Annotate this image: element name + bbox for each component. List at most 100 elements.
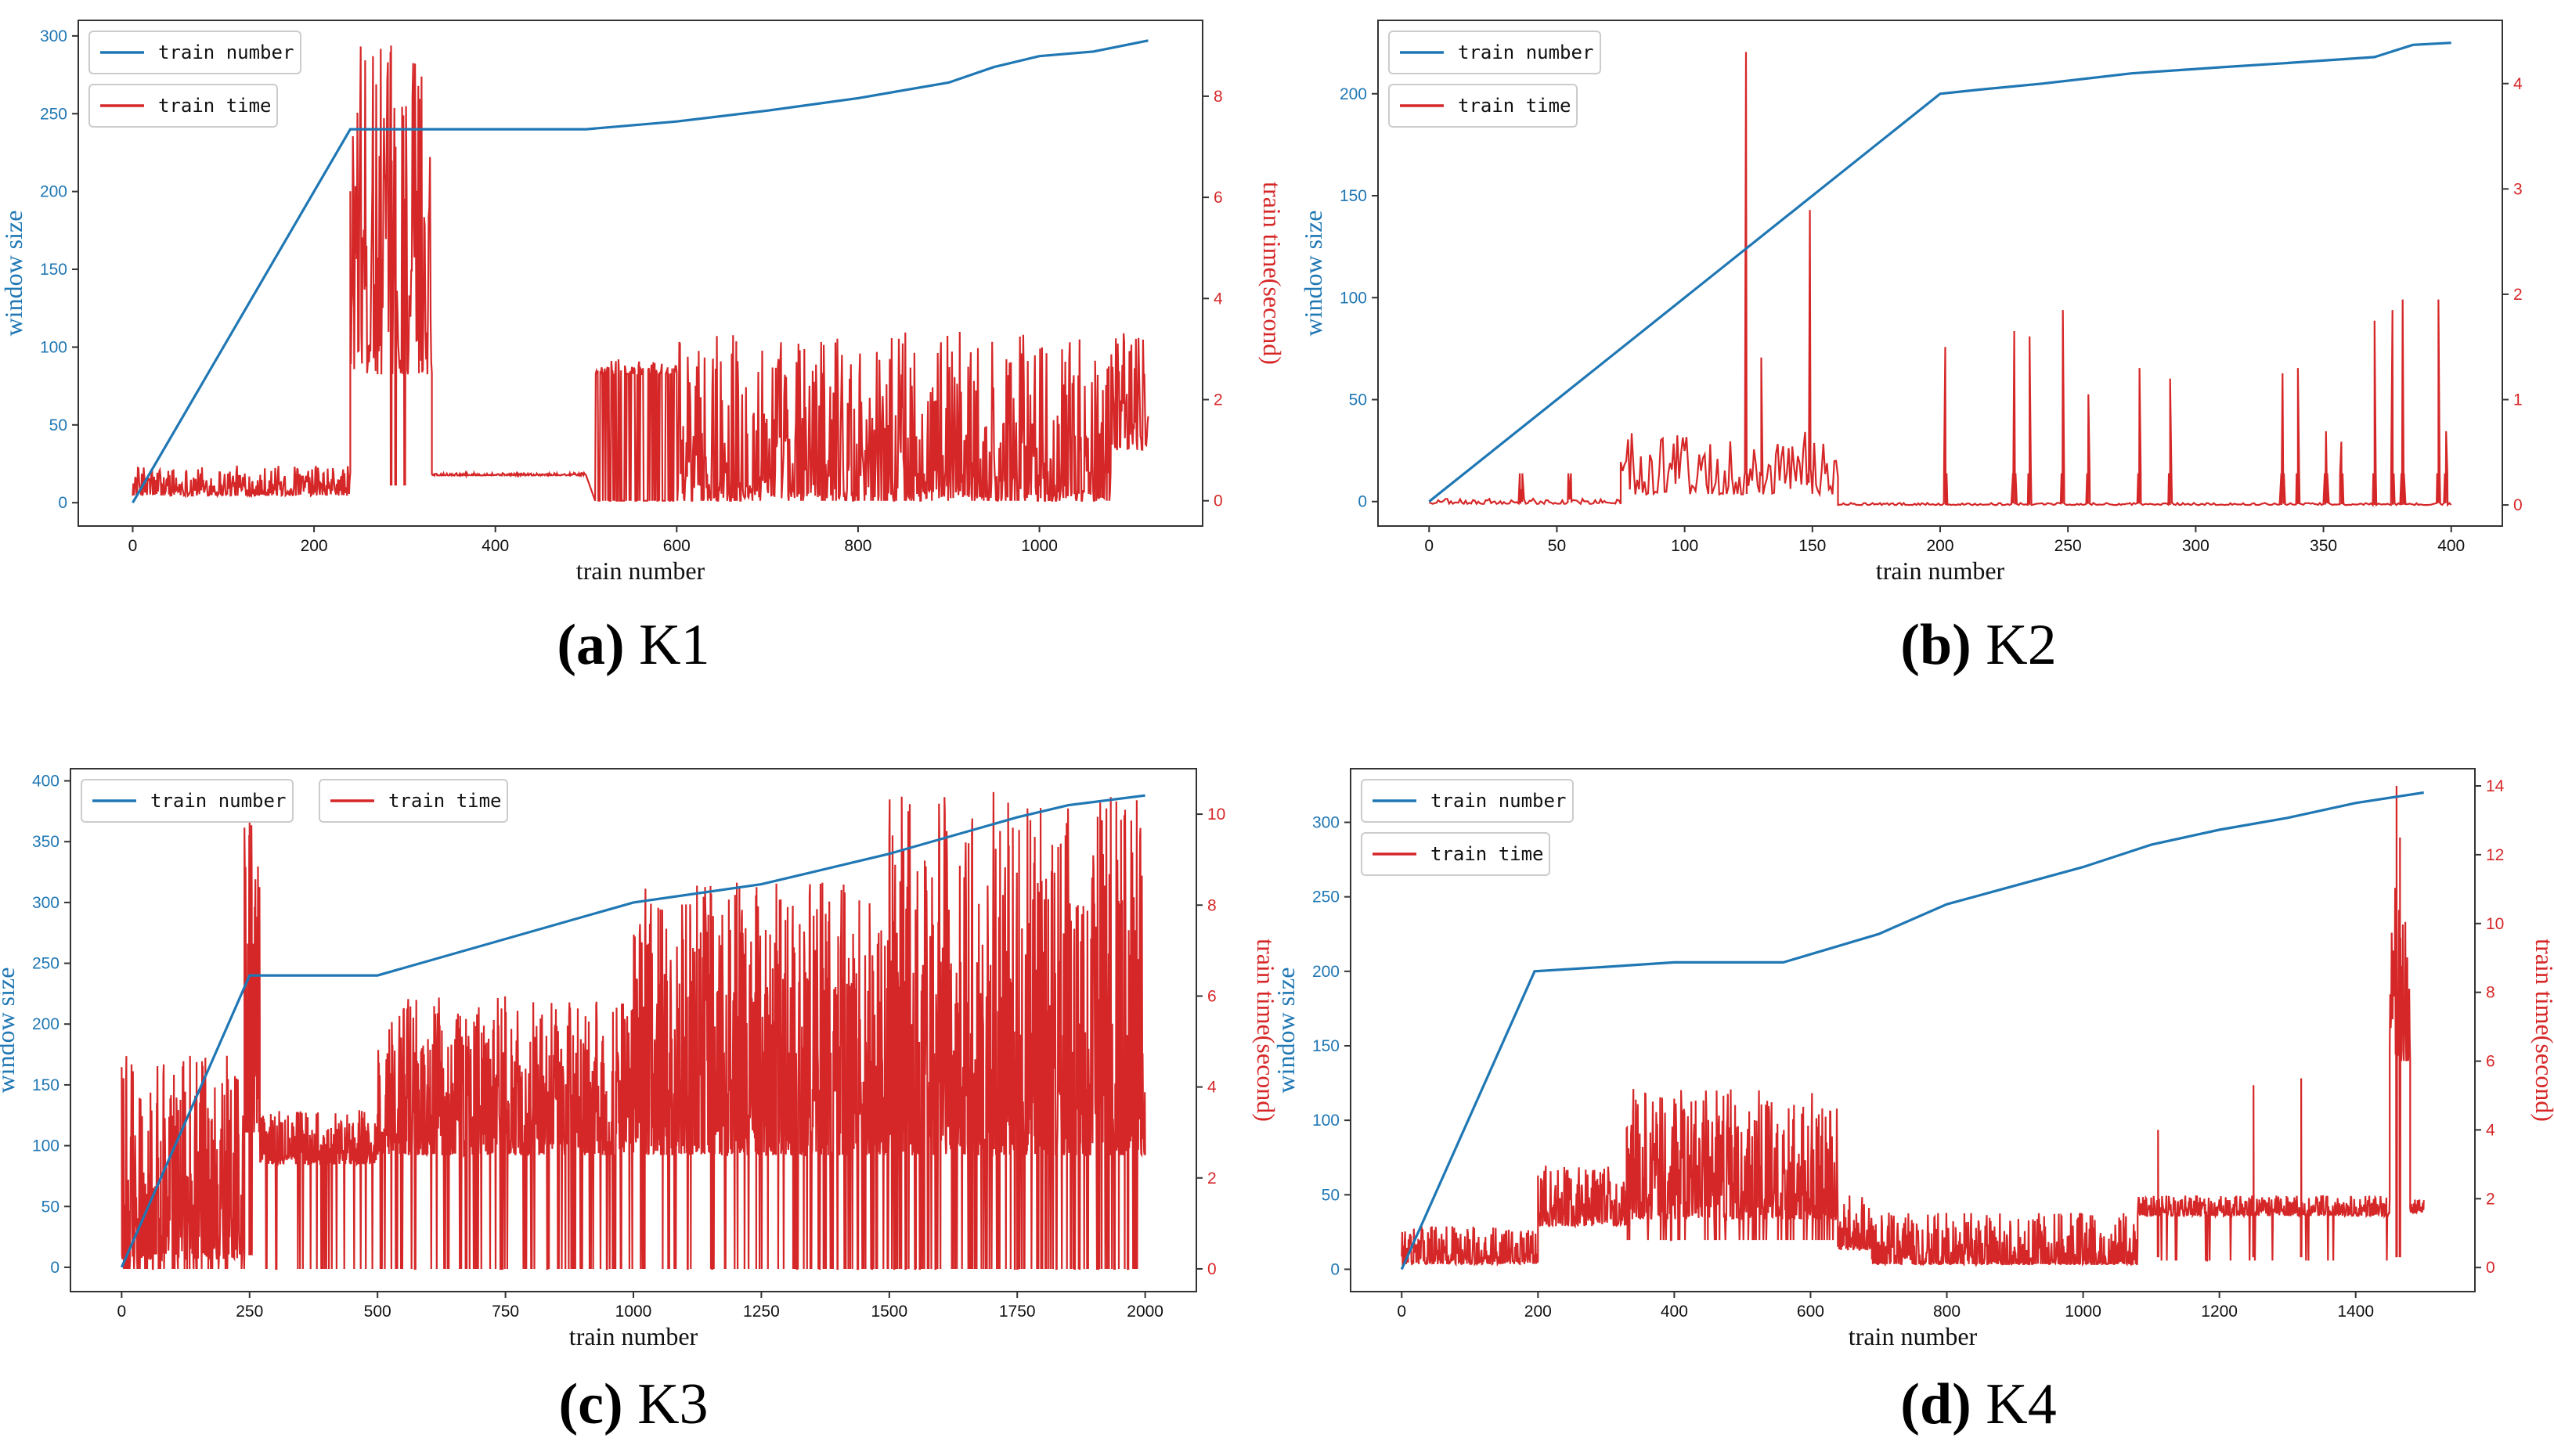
y-right-tick-label: 4 xyxy=(1214,290,1223,308)
x-tick-label: 1500 xyxy=(871,1303,907,1321)
y-left-tick-label: 150 xyxy=(40,261,67,279)
y-right-tick-label: 8 xyxy=(1214,88,1223,106)
caption-a: (a) K1 xyxy=(281,612,986,679)
y-right-tick-label: 2 xyxy=(1207,1169,1217,1188)
y-left-tick-label: 100 xyxy=(32,1137,60,1155)
y-left-tick-label: 200 xyxy=(40,183,67,201)
y-right-axis-label: train time(second) xyxy=(1252,939,1280,1122)
x-tick-label: 300 xyxy=(2182,537,2209,555)
x-tick-label: 750 xyxy=(492,1303,519,1321)
axes-frame xyxy=(78,20,1203,527)
x-tick-label: 0 xyxy=(1397,1303,1406,1321)
legend-train-time-label: train time xyxy=(158,95,272,117)
legend-train-number-box xyxy=(1361,779,1574,823)
chart-K3: 0 250 500 750 1000 1250 1500 1750 20000501001502… xyxy=(0,768,1280,1350)
x-tick-label: 0 xyxy=(117,1303,127,1321)
legend-train-time-label: train time xyxy=(388,790,502,812)
x-tick-label: 400 xyxy=(2437,537,2465,555)
y-right-tick-label: 0 xyxy=(2513,496,2523,514)
y-left-tick-label: 250 xyxy=(1312,888,1340,906)
y-left-tick-label: 300 xyxy=(32,894,60,912)
x-tick-label: 1250 xyxy=(743,1303,780,1321)
y-left-tick-label: 400 xyxy=(32,773,60,791)
y-right-tick-label: 6 xyxy=(1214,189,1223,207)
x-tick-label: 1750 xyxy=(999,1303,1036,1321)
legend-train-time-box xyxy=(88,84,278,128)
y-left-tick-label: 0 xyxy=(1358,493,1367,511)
x-tick-label: 100 xyxy=(1671,537,1698,555)
y-left-tick-label: 50 xyxy=(1349,391,1367,409)
y-left-tick-label: 200 xyxy=(1312,963,1340,981)
x-tick-label: 200 xyxy=(1524,1303,1552,1321)
chart-K4: 0 200 400 600 800 1000 1200 1400050100150200250… xyxy=(1272,768,2554,1350)
y-right-tick-label: 8 xyxy=(1207,896,1217,914)
series-train-number xyxy=(120,794,1145,1268)
x-tick-label: 600 xyxy=(1797,1303,1824,1321)
y-left-tick-label: 300 xyxy=(1312,814,1340,832)
y-right-tick-label: 2 xyxy=(2513,286,2523,304)
y-right-axis-label: train time(second) xyxy=(2531,939,2554,1122)
series-train-time xyxy=(1401,785,2425,1268)
y-right-tick-label: 10 xyxy=(1207,805,1225,824)
legend-train-number-label: train number xyxy=(1430,790,1566,812)
x-tick-label: 400 xyxy=(1661,1303,1688,1321)
y-right-axis-label: train time(second) xyxy=(1258,182,1286,365)
y-right-tick-label: 12 xyxy=(2486,846,2504,864)
x-tick-label: 0 xyxy=(128,537,138,555)
caption-d: (d) K4 xyxy=(1626,1371,2331,1438)
y-left-tick-label: 200 xyxy=(1340,85,1367,103)
x-tick-label: 1000 xyxy=(1021,537,1058,555)
caption-a-letter: (a) xyxy=(557,613,625,677)
legend-train-number-box xyxy=(1388,31,1601,74)
x-tick-label: 200 xyxy=(301,537,328,555)
y-right-tick-label: 0 xyxy=(1214,492,1223,510)
y-left-tick-label: 200 xyxy=(32,1015,60,1033)
caption-b-name: K2 xyxy=(1986,613,2057,677)
y-left-tick-label: 300 xyxy=(40,27,67,45)
x-tick-label: 1200 xyxy=(2201,1303,2238,1321)
y-left-tick-label: 0 xyxy=(1330,1260,1340,1278)
y-right-tick-label: 0 xyxy=(1207,1260,1217,1278)
y-right-tick-label: 14 xyxy=(2486,777,2505,795)
axes-frame xyxy=(1350,768,2476,1292)
y-left-tick-label: 50 xyxy=(41,1198,60,1216)
legend-train-time-label: train time xyxy=(1430,843,1544,865)
y-left-tick-label: 50 xyxy=(1322,1186,1340,1204)
x-tick-label: 250 xyxy=(236,1303,263,1321)
series-train-number xyxy=(132,39,1149,504)
chart-K1: 0 200 400 600 800 1000 0 50 100 150 200 250 300 0 2 4 6 8… xyxy=(0,20,1286,585)
legend-train-time-box xyxy=(319,779,508,823)
legend-train-number-box xyxy=(81,779,294,823)
caption-a-name: K1 xyxy=(639,613,710,677)
caption-c-name: K3 xyxy=(637,1372,709,1436)
y-right-tick-label: 3 xyxy=(2513,180,2523,198)
caption-d-name: K4 xyxy=(1986,1372,2057,1436)
legend-train-time-box xyxy=(1388,84,1578,128)
series-train-number xyxy=(1428,41,2451,503)
y-right-tick-label: 4 xyxy=(2486,1121,2495,1139)
y-right-tick-label: 0 xyxy=(2486,1259,2495,1277)
x-axis-label: train number xyxy=(569,1322,698,1350)
x-tick-label: 2000 xyxy=(1127,1303,1163,1321)
y-left-tick-label: 0 xyxy=(50,1259,60,1277)
legend-train-time-box xyxy=(1361,832,1550,876)
x-tick-label: 0 xyxy=(1424,537,1434,555)
y-right-tick-label: 2 xyxy=(1214,391,1223,409)
x-axis-label: train number xyxy=(1876,557,2005,585)
y-left-tick-label: 150 xyxy=(32,1076,60,1094)
caption-b: (b) K2 xyxy=(1626,612,2331,679)
series-train-number xyxy=(1400,791,2424,1270)
legend-train-number-label: train number xyxy=(1458,41,1593,63)
chart-K2: 0 50 100 150 200 250 300 350 400 0 50 100 150 200 0 1 2 3… xyxy=(1299,20,2523,585)
y-left-tick-label: 250 xyxy=(40,105,67,123)
series-train-time xyxy=(1429,52,2452,507)
x-tick-label: 500 xyxy=(364,1303,391,1321)
legend-train-number-label: train number xyxy=(150,790,286,812)
x-axis-label: train number xyxy=(576,557,705,585)
y-right-tick-label: 10 xyxy=(2486,915,2504,933)
y-left-tick-label: 100 xyxy=(1340,289,1367,307)
y-right-tick-label: 8 xyxy=(2486,984,2495,1002)
y-right-tick-label: 2 xyxy=(2486,1190,2495,1208)
y-left-tick-label: 50 xyxy=(49,416,67,434)
